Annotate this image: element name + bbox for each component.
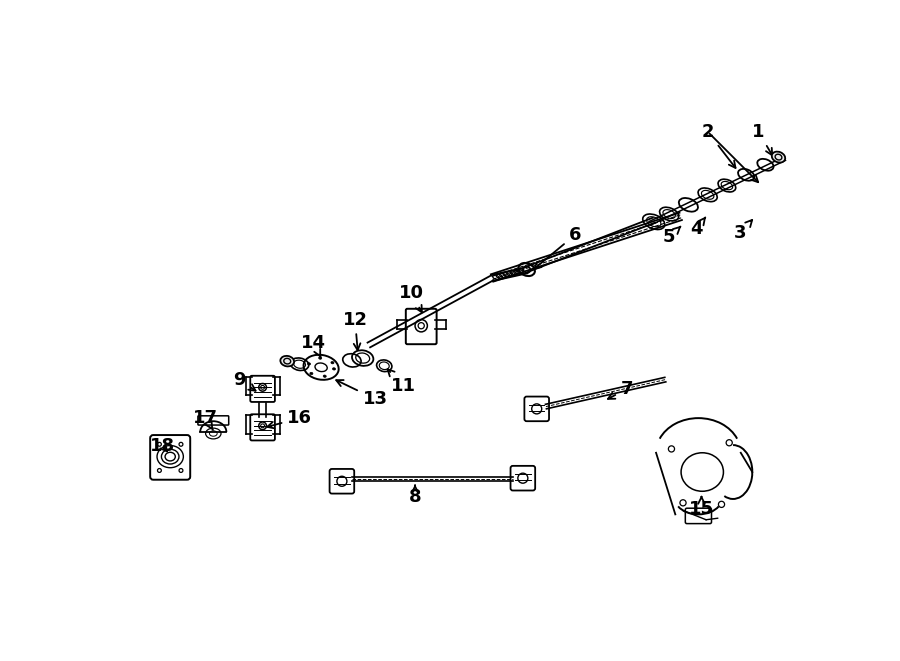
Text: 1: 1 <box>752 123 772 155</box>
Ellipse shape <box>319 357 321 359</box>
Ellipse shape <box>331 362 334 364</box>
Text: 14: 14 <box>301 334 326 357</box>
Text: 4: 4 <box>690 217 706 239</box>
Text: 10: 10 <box>399 284 424 312</box>
Text: 15: 15 <box>689 496 714 518</box>
Text: 9: 9 <box>233 371 256 391</box>
Ellipse shape <box>308 363 310 365</box>
Ellipse shape <box>772 151 785 163</box>
Text: 3: 3 <box>734 220 752 243</box>
Text: 11: 11 <box>388 369 416 395</box>
Text: 12: 12 <box>343 311 367 350</box>
Text: 18: 18 <box>150 437 176 455</box>
Text: 13: 13 <box>337 380 388 408</box>
Text: 2: 2 <box>701 123 735 168</box>
Ellipse shape <box>280 356 294 366</box>
Text: 8: 8 <box>409 485 421 506</box>
Text: 5: 5 <box>663 227 680 246</box>
Ellipse shape <box>310 372 313 375</box>
Text: 7: 7 <box>608 380 633 399</box>
Text: 16: 16 <box>267 409 312 428</box>
Ellipse shape <box>332 368 336 370</box>
Text: 6: 6 <box>535 226 581 269</box>
Ellipse shape <box>323 375 326 377</box>
Text: 17: 17 <box>194 409 218 430</box>
